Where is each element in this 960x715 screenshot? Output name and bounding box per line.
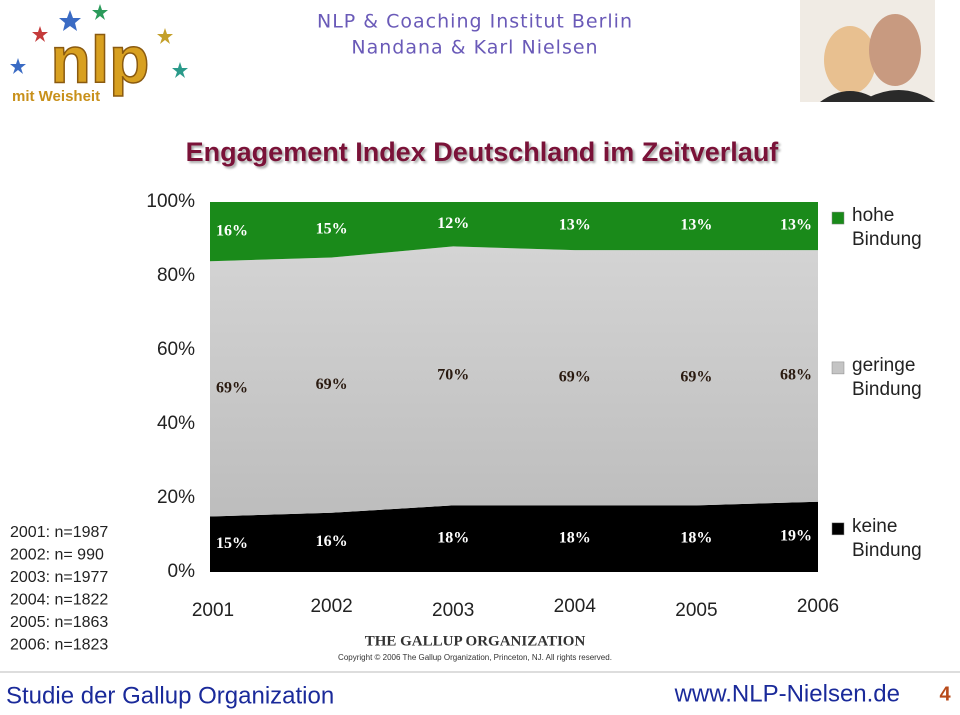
sample-size: 2003: n=1977 [10,569,108,586]
value-label: 68% [780,367,812,384]
header-names: Nandana & Karl Nielsen [351,37,598,59]
x-tick-label: 2005 [675,600,717,621]
value-label: 16% [316,533,348,550]
legend-label: hohe Bindung [852,205,922,251]
y-tick-label: 100% [146,191,195,212]
y-tick-label: 80% [157,265,195,286]
value-label: 69% [559,368,591,385]
chart-title: Engagement Index Deutschland im Zeitverl… [186,137,780,167]
x-tick-label: 2003 [432,600,474,621]
area [210,246,818,517]
sample-size: 2005: n=1863 [10,614,108,631]
value-label: 13% [680,217,712,234]
page-number: 4 [939,683,951,705]
value-label: 18% [680,529,712,546]
x-tick-label: 2002 [310,596,352,617]
legend-swatch [831,211,845,225]
sample-size: 2001: n=1987 [10,524,108,541]
legend-swatch [831,522,845,536]
value-label: 15% [316,220,348,237]
source-copyright: Copyright © 2006 The Gallup Organization… [338,653,612,662]
source-name: THE GALLUP ORGANIZATION [365,633,586,649]
logo-tagline: mit Weisheit [12,88,100,105]
value-label: 12% [437,215,469,232]
footer-url: www.NLP-Nielsen.de [674,680,900,707]
value-label: 69% [216,380,248,397]
y-tick-label: 60% [157,339,195,360]
photo [800,0,935,102]
sample-size: 2002: n= 990 [10,547,104,564]
logo: nlp mit Weisheit [10,4,188,105]
logo-text: nlp [51,22,150,96]
value-label: 69% [680,368,712,385]
legend-label: geringe Bindung [852,354,922,400]
area [210,501,818,572]
x-tick-label: 2006 [797,596,839,617]
value-label: 18% [437,529,469,546]
value-label: 69% [316,376,348,393]
header-institute: NLP & Coaching Institut Berlin [317,11,633,33]
sample-size: 2004: n=1822 [10,592,108,609]
x-tick-label: 2004 [554,596,597,617]
footer-left: Studie der Gallup Organization [6,682,334,709]
value-label: 19% [780,528,812,545]
sample-size: 2006: n=1823 [10,637,108,654]
value-label: 15% [216,535,248,552]
y-tick-label: 0% [168,561,196,582]
value-label: 13% [780,217,812,234]
value-label: 16% [216,222,248,239]
legend-label: keine Bindung [852,515,922,561]
value-label: 70% [437,367,469,384]
y-tick-label: 20% [157,487,195,508]
value-label: 18% [559,529,591,546]
y-tick-label: 40% [157,413,195,434]
legend-swatch [831,361,845,375]
sample-sizes: 2001: n=1987 2002: n= 990 2003: n=1977 2004… [10,524,108,654]
x-tick-label: 2001 [192,600,234,621]
area [210,202,818,262]
value-label: 13% [559,217,591,234]
